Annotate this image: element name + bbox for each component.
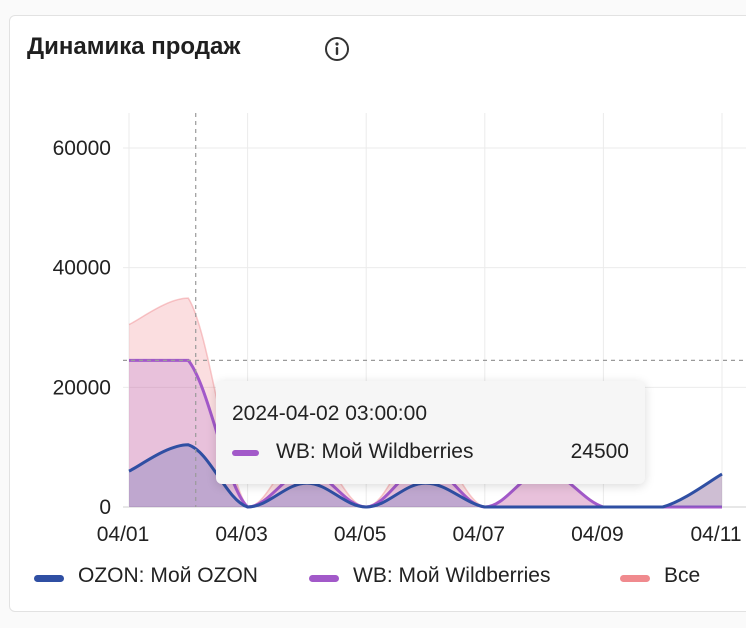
chart-tooltip: 2024-04-02 03:00:00 WB: Мой Wildberries … — [216, 381, 645, 484]
widget-title: Динамика продаж — [27, 33, 241, 60]
x-tick-label: 04/05 — [334, 523, 387, 546]
y-tick-label: 40000 — [53, 257, 111, 280]
sales-dynamics-card — [9, 15, 746, 612]
tooltip-title: 2024-04-02 03:00:00 — [232, 402, 427, 425]
y-tick-label: 0 — [99, 496, 111, 519]
x-tick-label: 04/03 — [215, 523, 268, 546]
tooltip-series-value: 24500 — [570, 440, 629, 463]
x-tick-label: 04/11 — [691, 523, 742, 546]
tooltip-series-swatch — [232, 450, 259, 456]
info-circle-icon[interactable] — [324, 36, 350, 62]
x-tick-label: 04/07 — [453, 523, 506, 546]
x-tick-label: 04/01 — [97, 523, 150, 546]
series-area — [129, 444, 722, 507]
legend-swatch — [34, 575, 64, 582]
legend-label: WB: Мой Wildberries — [353, 564, 551, 587]
x-tick-label: 04/09 — [571, 523, 624, 546]
legend-label: OZON: Мой OZON — [78, 564, 258, 587]
y-tick-label: 60000 — [53, 137, 111, 160]
tooltip-series-name: WB: Мой Wildberries — [276, 440, 474, 463]
y-tick-label: 20000 — [53, 376, 111, 399]
legend-label: Все — [664, 564, 701, 587]
legend-swatch — [309, 575, 339, 582]
legend-swatch — [620, 575, 650, 582]
